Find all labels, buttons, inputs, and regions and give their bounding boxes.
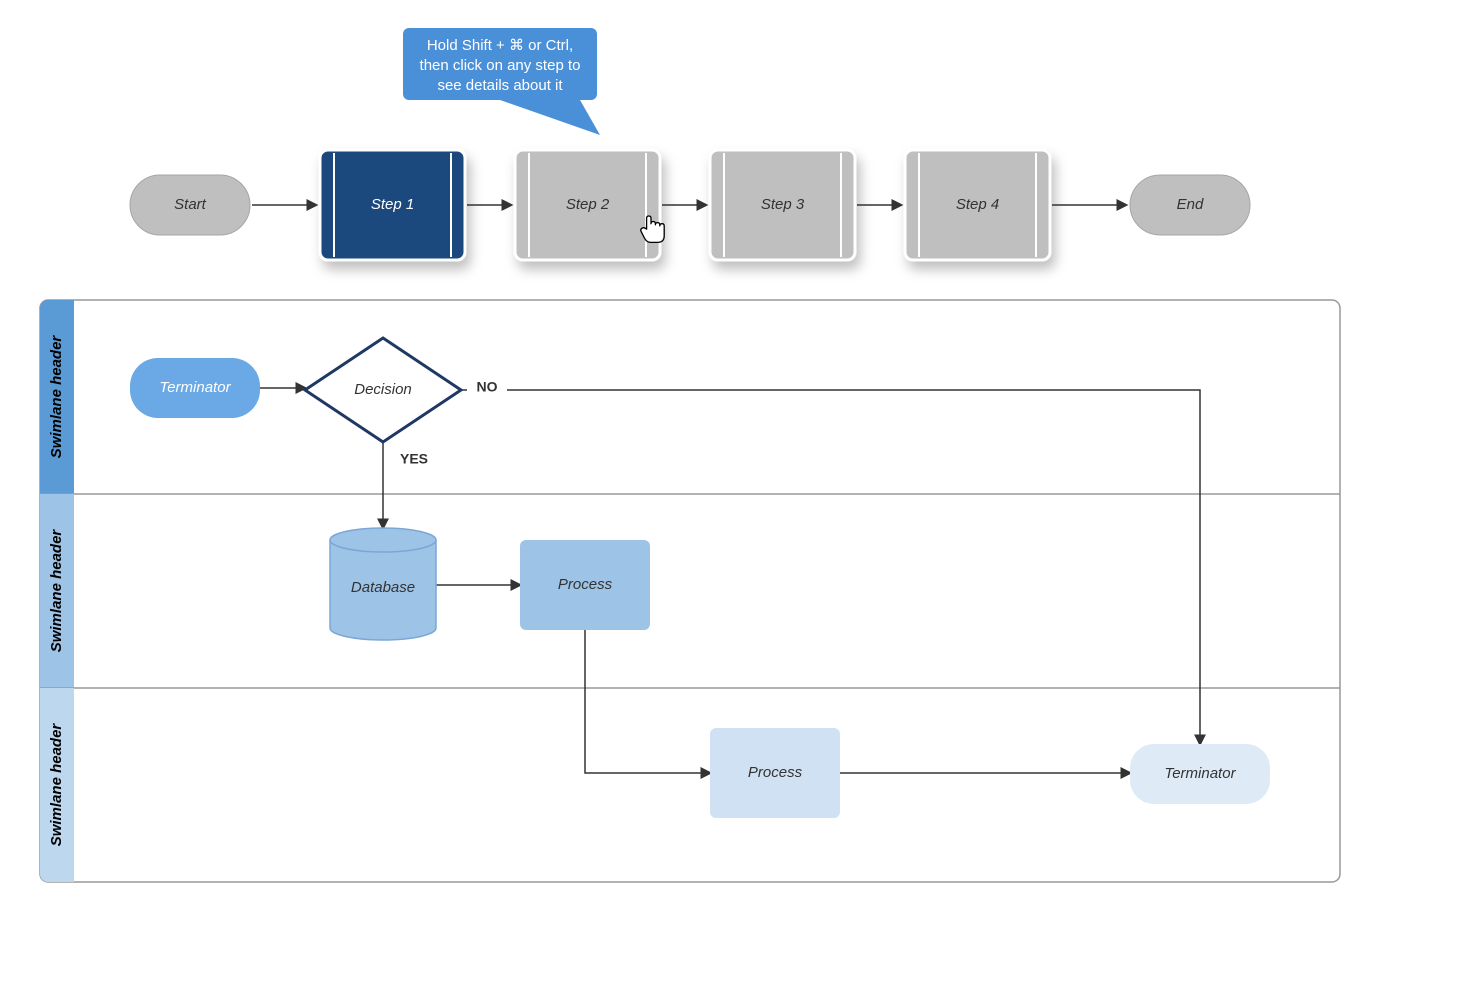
- node-label-proc2: Process: [748, 764, 803, 781]
- swimlane-2: Swimlane header: [40, 688, 74, 882]
- node-label-term-b: Terminator: [1164, 765, 1236, 782]
- flow-node-label-step4: Step 4: [956, 196, 999, 213]
- tooltip-line-3: see details about it: [437, 77, 563, 94]
- tooltip-line-1: Hold Shift + ⌘ or Ctrl,: [427, 37, 573, 54]
- flow-node-step1[interactable]: Step 1: [320, 150, 465, 260]
- node-proc2[interactable]: Process: [710, 728, 840, 818]
- swimlane-header-label-1: Swimlane header: [48, 529, 65, 653]
- flow-node-step3[interactable]: Step 3: [710, 150, 855, 260]
- swimlane-header-label-2: Swimlane header: [48, 723, 65, 847]
- node-label-term-a: Terminator: [159, 379, 231, 396]
- node-db[interactable]: Database: [330, 528, 436, 640]
- flow-node-label-step2: Step 2: [566, 196, 610, 213]
- flow-node-step2[interactable]: Step 2: [515, 150, 660, 260]
- edge-label-e-dec-yes: YES: [400, 451, 428, 467]
- node-label-proc1: Process: [558, 576, 613, 593]
- node-label-decision: Decision: [354, 381, 412, 398]
- flow-node-label-start: Start: [174, 196, 207, 213]
- swimlane-1: Swimlane header: [40, 494, 74, 688]
- edge-e-proc1-proc2: [585, 630, 710, 773]
- node-term-b[interactable]: Terminator: [1130, 744, 1270, 804]
- flow-node-end: End: [1130, 175, 1250, 235]
- flow-node-label-step3: Step 3: [761, 196, 805, 213]
- flow-node-label-step1: Step 1: [371, 196, 414, 213]
- swimlane-0: Swimlane header: [40, 300, 74, 494]
- swimlane-header-label-0: Swimlane header: [48, 335, 65, 459]
- tooltip: Hold Shift + ⌘ or Ctrl, then click on any…: [403, 28, 600, 135]
- edge-label-e-dec-no: NO: [477, 379, 498, 395]
- node-term-a[interactable]: Terminator: [130, 358, 260, 418]
- tooltip-line-2: then click on any step to: [420, 57, 581, 74]
- flow-node-start: Start: [130, 175, 250, 235]
- node-label-db: Database: [351, 579, 415, 596]
- node-decision[interactable]: Decision: [305, 338, 461, 442]
- node-proc1[interactable]: Process: [520, 540, 650, 630]
- flow-node-step4[interactable]: Step 4: [905, 150, 1050, 260]
- flow-node-label-end: End: [1177, 196, 1204, 213]
